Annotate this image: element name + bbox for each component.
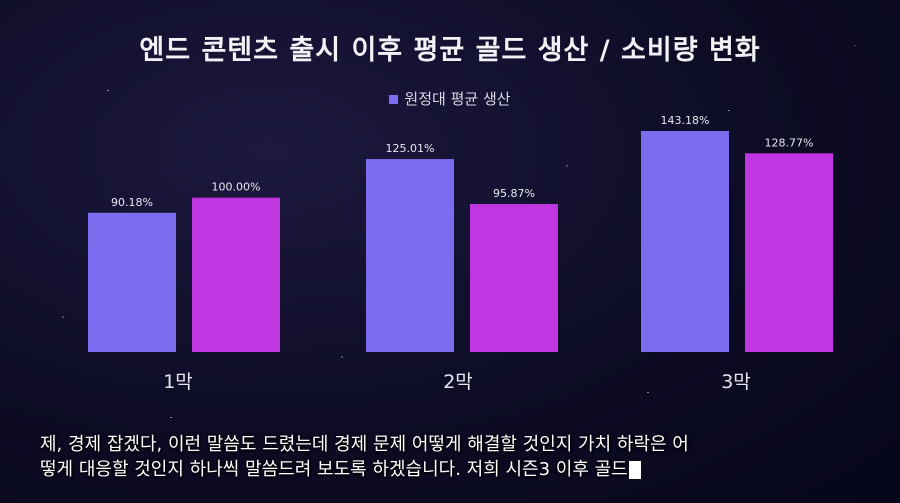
legend-label-production: 원정대 평균 생산 — [404, 90, 511, 108]
bar-2막-series-0 — [366, 159, 454, 352]
category-label-0: 1막 — [163, 371, 193, 393]
legend-swatch-production — [389, 95, 399, 104]
bar-3막-series-0 — [641, 131, 729, 352]
subtitle-line-2: 떻게 대응할 것인지 하나씩 말씀드려 보도록 하겠습니다. 저희 시즌3 이후… — [40, 457, 860, 482]
bar-1막-series-1 — [192, 197, 280, 352]
data-label-3막-series-1: 128.77% — [765, 136, 814, 149]
bar-2막-series-1 — [470, 204, 558, 352]
subtitle-line-2-text: 떻게 대응할 것인지 하나씩 말씀드려 보도록 하겠습니다. 저희 시즌3 이후… — [40, 459, 628, 480]
category-label-1: 2막 — [443, 371, 473, 393]
subtitle-cursor — [628, 461, 641, 479]
video-subtitle: 제, 경제 잡겠다, 이런 말씀도 드렸는데 경제 문제 어떻게 해결할 것인지… — [40, 432, 860, 482]
data-label-1막-series-0: 90.18% — [111, 196, 153, 209]
category-label-2: 3막 — [721, 371, 751, 393]
data-label-1막-series-1: 100.00% — [212, 181, 261, 194]
bar-3막-series-1 — [745, 153, 833, 352]
chart-title: 엔드 콘텐츠 출시 이후 평균 골드 생산 / 소비량 변화 — [139, 35, 761, 66]
data-label-2막-series-0: 125.01% — [386, 142, 435, 155]
bar-1막-series-0 — [88, 212, 176, 352]
data-label-2막-series-1: 95.87% — [493, 187, 535, 200]
data-label-3막-series-0: 143.18% — [661, 114, 710, 127]
chart-legend: 원정대 평균 생산 — [0, 88, 900, 109]
subtitle-line-1: 제, 경제 잡겠다, 이런 말씀도 드렸는데 경제 문제 어떻게 해결할 것인지… — [40, 434, 689, 455]
